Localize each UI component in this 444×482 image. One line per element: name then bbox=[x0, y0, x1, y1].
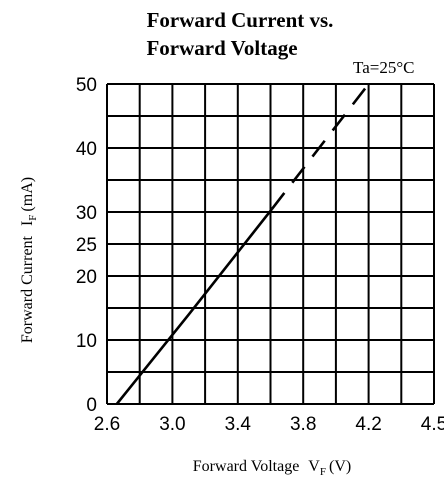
x-axis-subscript: F bbox=[320, 466, 326, 478]
x-axis-symbol: V bbox=[308, 458, 320, 475]
x-axis-title: Forward Voltage VF (V) bbox=[193, 458, 351, 478]
x-tick-label: 4.2 bbox=[355, 414, 381, 435]
x-axis-unit: (V) bbox=[329, 458, 351, 475]
y-axis-label: Forward Current bbox=[19, 235, 36, 343]
y-tick-label: 30 bbox=[76, 203, 97, 224]
x-axis-label: Forward Voltage bbox=[193, 458, 300, 475]
y-tick-label: 20 bbox=[76, 267, 97, 288]
y-axis-subscript: F bbox=[27, 215, 39, 221]
x-tick-label: 2.6 bbox=[94, 414, 120, 435]
y-tick-label: 50 bbox=[76, 75, 97, 96]
curve-solid-segment bbox=[115, 207, 274, 405]
temperature-annotation: Ta=25°C bbox=[353, 58, 414, 77]
chart-title-line-1: Forward Current vs. bbox=[147, 8, 334, 32]
x-tick-label: 3.8 bbox=[290, 414, 316, 435]
y-axis-unit: (mA) bbox=[19, 177, 36, 212]
x-tick-label: 4.5 bbox=[421, 414, 444, 435]
chart-title-line-2: Forward Voltage bbox=[146, 36, 297, 60]
y-axis-title: Forward Current IF (mA) bbox=[19, 177, 39, 343]
curve-dashed-segment bbox=[271, 83, 370, 210]
y-tick-labels: 0 10 20 25 30 40 50 bbox=[76, 75, 97, 416]
x-tick-label: 3.0 bbox=[159, 414, 185, 435]
y-tick-label: 40 bbox=[76, 139, 97, 160]
y-tick-label: 10 bbox=[76, 331, 97, 352]
plot-grid bbox=[106, 83, 435, 405]
y-tick-label: 0 bbox=[86, 395, 97, 416]
data-series bbox=[115, 83, 370, 405]
x-tick-labels: 2.6 3.0 3.4 3.8 4.2 4.5 bbox=[94, 414, 444, 435]
x-tick-label: 3.4 bbox=[225, 414, 252, 435]
y-axis-symbol: I bbox=[19, 221, 36, 226]
y-tick-label: 25 bbox=[76, 235, 97, 256]
